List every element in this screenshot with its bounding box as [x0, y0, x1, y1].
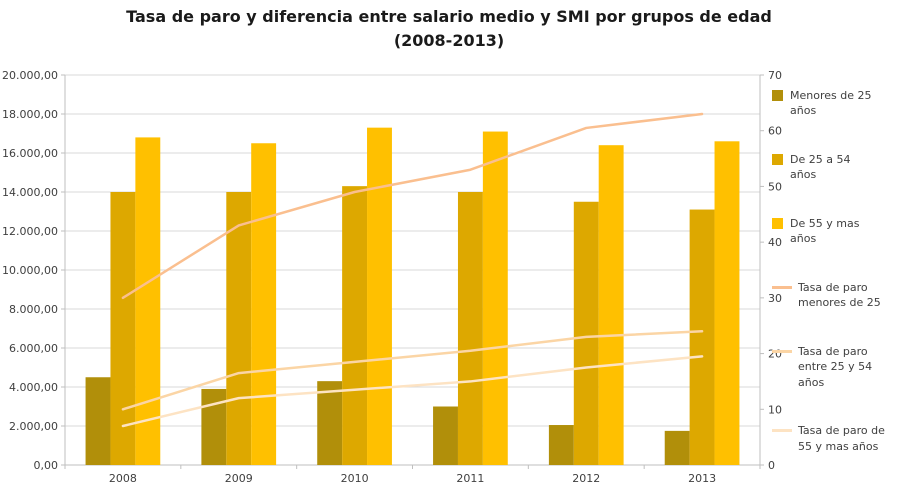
x-axis-label: 2008 — [109, 472, 137, 485]
line-series-1 — [121, 112, 704, 300]
legend-bar-swatch — [772, 90, 783, 101]
line-series-2 — [121, 330, 704, 411]
bar-series-2-2011 — [457, 192, 483, 465]
bar-series-2-2012 — [573, 201, 599, 465]
legend-item: De 55 y mas años — [772, 216, 896, 247]
bar-series-2-2008 — [110, 192, 136, 465]
left-axis-label: 18.000,00 — [2, 108, 58, 121]
bar-series-1-2009 — [201, 388, 227, 465]
legend: Menores de 25 años De 25 a 54 años De 55 y… — [772, 88, 896, 454]
line-series-3 — [121, 355, 704, 428]
right-axis-label: 60 — [768, 125, 782, 138]
legend-line-swatch — [772, 285, 792, 289]
bar-series-3-2009 — [251, 143, 277, 465]
bar-series-1-2008 — [85, 377, 111, 465]
legend-label: De 55 y mas años — [790, 216, 860, 246]
legend-label: Tasa de paro menores de 25 — [798, 280, 881, 310]
left-axis-label: 16.000,00 — [2, 147, 58, 160]
left-axis-label: 4.000,00 — [9, 381, 58, 394]
bar-series-3-2010 — [367, 127, 392, 466]
right-axis-label: 10 — [768, 403, 782, 416]
bar-series-1-2011 — [433, 406, 458, 465]
left-axis-label: 0,00 — [34, 459, 59, 472]
legend-item: Menores de 25 años — [772, 88, 896, 119]
legend-item: De 25 a 54 años — [772, 152, 896, 183]
left-axis-label: 8.000,00 — [9, 303, 58, 316]
legend-line-swatch — [772, 429, 792, 433]
x-axis-label: 2009 — [225, 472, 253, 485]
x-axis-label: 2012 — [572, 472, 600, 485]
left-axis-label: 6.000,00 — [9, 342, 58, 355]
left-axis-label: 12.000,00 — [2, 225, 58, 238]
chart-title-line2: (2008-2013) — [393, 31, 505, 50]
legend-line-swatch — [772, 349, 792, 353]
legend-bar-swatch — [772, 217, 783, 229]
bar-series-2-2010 — [342, 186, 368, 465]
left-axis-label: 2.000,00 — [9, 420, 58, 433]
chart-title-line1: Tasa de paro y diferencia entre salario … — [126, 7, 772, 26]
bar-series-2-2013 — [689, 209, 715, 465]
legend-item: Tasa de paro menores de 25 — [772, 280, 896, 311]
bar-series-3-2008 — [135, 137, 161, 465]
left-axis-label: 10.000,00 — [2, 264, 58, 277]
x-axis-label: 2011 — [456, 472, 484, 485]
legend-label: De 25 a 54 años — [790, 152, 851, 182]
right-axis-label: 40 — [768, 236, 782, 249]
legend-label: Menores de 25 años — [790, 89, 872, 118]
bar-series-1-2010 — [317, 381, 343, 465]
bar-series-1-2013 — [664, 430, 690, 465]
legend-bar-swatch — [772, 153, 783, 165]
legend-item: Tasa de paro entre 25 y 54 años — [772, 344, 896, 390]
bar-series-3-2011 — [482, 131, 508, 466]
legend-item: Tasa de paro de 55 y mas años — [772, 423, 896, 454]
legend-label: Tasa de paro entre 25 y 54 años — [798, 344, 873, 389]
left-axis-label: 20.000,00 — [2, 69, 58, 82]
right-axis-label: 70 — [768, 69, 782, 82]
bar-series-2-2009 — [226, 192, 252, 465]
legend-label: Tasa de paro de 55 y mas años — [798, 424, 885, 453]
x-axis-label: 2010 — [341, 472, 369, 485]
right-axis-label: 0 — [768, 459, 775, 472]
bar-series-3-2012 — [598, 145, 624, 465]
bar-series-1-2012 — [548, 425, 574, 465]
right-axis-label: 50 — [768, 180, 782, 193]
x-axis-label: 2013 — [688, 472, 716, 485]
left-axis-label: 14.000,00 — [2, 186, 58, 199]
bar-series-3-2013 — [714, 141, 740, 466]
chart-title: Tasa de paro y diferencia entre salario … — [0, 5, 898, 53]
right-axis-label: 30 — [768, 292, 782, 305]
